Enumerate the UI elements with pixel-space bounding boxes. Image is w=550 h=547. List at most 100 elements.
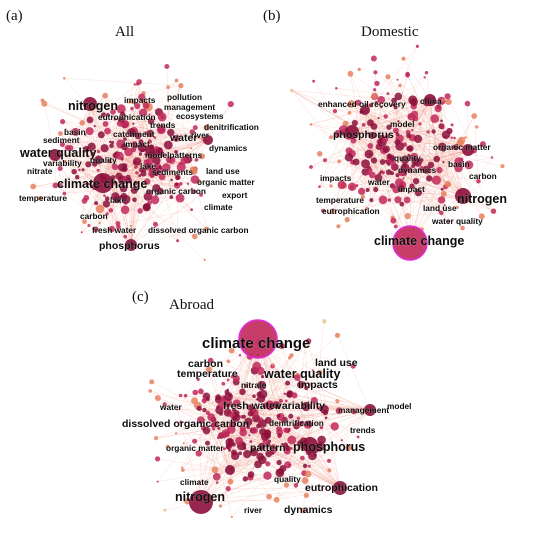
keyword-label: organic matter bbox=[433, 142, 491, 152]
network-node bbox=[281, 443, 284, 446]
keyword-label: water bbox=[367, 177, 390, 187]
network-node bbox=[221, 381, 226, 386]
network-node bbox=[97, 131, 105, 139]
network-node bbox=[224, 392, 233, 401]
keyword-label: carbon bbox=[188, 358, 223, 370]
hub-node bbox=[225, 465, 235, 475]
network-node bbox=[395, 132, 400, 137]
network-node bbox=[304, 385, 309, 391]
network-node bbox=[248, 434, 251, 437]
keyword-label: climate bbox=[180, 477, 209, 487]
network-node bbox=[426, 130, 430, 134]
network-node bbox=[59, 183, 63, 187]
network-node bbox=[258, 389, 268, 399]
network-node bbox=[175, 174, 181, 180]
network-node bbox=[182, 442, 185, 445]
network-node bbox=[460, 225, 465, 231]
network-nodes bbox=[289, 44, 505, 261]
network-node bbox=[93, 125, 96, 128]
network-node bbox=[138, 152, 143, 156]
network-node bbox=[113, 195, 122, 204]
network-node bbox=[86, 116, 94, 124]
network-node bbox=[285, 380, 291, 386]
network-node bbox=[471, 113, 478, 119]
network-node bbox=[337, 159, 341, 164]
network-node bbox=[197, 481, 201, 485]
network-node bbox=[443, 204, 446, 207]
network-node bbox=[202, 407, 207, 413]
network-node bbox=[115, 172, 123, 180]
keyword-label: denitrification bbox=[204, 122, 259, 132]
network-node bbox=[189, 129, 196, 135]
network-node bbox=[142, 203, 151, 212]
network-node bbox=[369, 198, 374, 203]
network-node bbox=[450, 123, 454, 127]
network-node bbox=[263, 429, 272, 437]
hub-node bbox=[455, 188, 471, 204]
keyword-label: nitrate bbox=[241, 380, 267, 390]
network-node bbox=[156, 187, 164, 195]
network-node bbox=[409, 98, 418, 106]
network-node bbox=[459, 157, 464, 162]
network-node bbox=[424, 71, 429, 75]
network-node bbox=[300, 455, 305, 461]
network-node bbox=[374, 174, 383, 182]
network-node bbox=[238, 354, 242, 357]
network-node bbox=[155, 456, 161, 462]
hub-node bbox=[462, 144, 474, 156]
network-node bbox=[154, 146, 159, 150]
network-node bbox=[283, 482, 289, 488]
network-node bbox=[147, 118, 155, 125]
network-node bbox=[360, 194, 365, 200]
network-node bbox=[121, 195, 131, 204]
network-node bbox=[174, 432, 178, 435]
network-node bbox=[276, 459, 282, 466]
network-node bbox=[350, 137, 357, 144]
network-node bbox=[336, 224, 341, 229]
network-node bbox=[365, 188, 370, 192]
network-node bbox=[374, 101, 378, 104]
keyword-label: dynamics bbox=[209, 143, 248, 153]
keyword-label: denitrification bbox=[269, 418, 324, 428]
network-node bbox=[147, 139, 152, 144]
network-node bbox=[82, 219, 87, 225]
network-node bbox=[288, 356, 292, 360]
network-node bbox=[190, 147, 193, 150]
network-node bbox=[134, 132, 142, 140]
network-node bbox=[423, 76, 426, 79]
keyword-label: enhanced oil recovery bbox=[318, 99, 406, 109]
network-node bbox=[305, 338, 312, 344]
network-node bbox=[243, 450, 252, 459]
network-node bbox=[291, 392, 298, 399]
keyword-label: organic matter bbox=[197, 177, 255, 187]
keyword-label: eutrophication bbox=[322, 206, 380, 216]
network-node bbox=[228, 448, 231, 452]
network-node bbox=[138, 174, 142, 178]
network-node bbox=[426, 175, 433, 182]
network-node bbox=[170, 178, 173, 182]
network-node bbox=[321, 208, 326, 213]
network-node bbox=[311, 369, 314, 372]
network-node bbox=[87, 182, 91, 186]
keyword-label: water quality bbox=[431, 216, 483, 226]
network-node bbox=[212, 421, 219, 428]
network-node bbox=[162, 402, 167, 407]
network-node bbox=[198, 153, 206, 160]
network-node bbox=[134, 165, 138, 169]
network-node bbox=[98, 221, 101, 225]
network-node bbox=[455, 205, 459, 209]
network-node bbox=[156, 480, 159, 483]
keyword-label: trends bbox=[150, 120, 176, 130]
network-node bbox=[124, 147, 133, 157]
network-node bbox=[94, 155, 103, 165]
network-node bbox=[184, 498, 191, 505]
network-node bbox=[397, 185, 405, 193]
hub-node bbox=[49, 149, 61, 161]
network-node bbox=[327, 468, 332, 473]
network-node bbox=[310, 397, 318, 404]
network-node bbox=[344, 217, 350, 223]
network-node bbox=[258, 442, 266, 451]
network-node bbox=[371, 93, 378, 100]
network-node bbox=[393, 105, 398, 110]
network-node bbox=[271, 363, 275, 367]
